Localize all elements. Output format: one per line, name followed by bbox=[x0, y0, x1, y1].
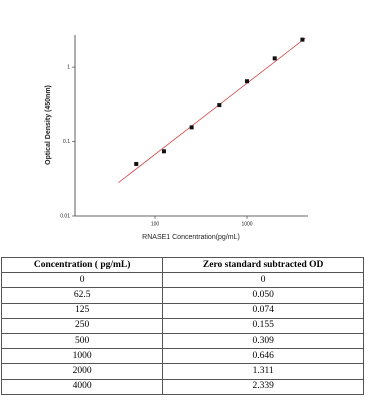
y-tick-label: 1 bbox=[67, 64, 70, 70]
table-cell: 125 bbox=[0, 302, 164, 319]
point bbox=[272, 56, 277, 61]
header-row: Concentration ( pg/mL) Zero standard subt… bbox=[0, 256, 364, 274]
table-cell: 0.155 bbox=[162, 317, 364, 334]
table-cell: 1000 bbox=[0, 348, 164, 365]
header-cell: Zero standard subtracted OD bbox=[162, 256, 364, 274]
x-tick-label: 100 bbox=[151, 221, 160, 227]
point bbox=[189, 125, 194, 130]
table-cell: 0.646 bbox=[162, 348, 364, 365]
point bbox=[161, 149, 166, 154]
y-axis-label: Optical Density (450nm) bbox=[45, 85, 52, 165]
table-cell: 62.5 bbox=[0, 287, 164, 304]
header-cell: Concentration ( pg/mL) bbox=[0, 256, 164, 274]
table-row: 2000 1.311 bbox=[0, 363, 364, 380]
data-table: Concentration ( pg/mL) Zero standard subt… bbox=[0, 256, 364, 395]
table-cell: 250 bbox=[0, 317, 164, 334]
fit-line bbox=[118, 37, 306, 184]
point bbox=[134, 161, 139, 166]
point bbox=[245, 79, 250, 84]
table-row: 500 0.309 bbox=[0, 332, 364, 350]
table-cell: 0.309 bbox=[162, 332, 364, 350]
x-axis-label: RNASE1 Concentration(pg/mL) bbox=[142, 234, 240, 241]
table-cell: 1.311 bbox=[162, 363, 364, 380]
table-cell: 4000 bbox=[0, 378, 164, 395]
chart: Optical Density (450nm) RNASE1 Concentra… bbox=[45, 35, 308, 241]
table-cell: 0.050 bbox=[162, 287, 364, 304]
table-body: 0 0 62.5 0.050 125 0.074 250 0.155 500 0.309 1000 0… bbox=[0, 272, 364, 395]
x-tick-label: 1000 bbox=[241, 221, 252, 227]
point bbox=[217, 103, 222, 108]
point bbox=[300, 37, 305, 42]
table-row: 4000 2.339 bbox=[0, 378, 364, 395]
y-tick-label: 0.01 bbox=[60, 213, 70, 219]
table-row: 250 0.155 bbox=[0, 317, 364, 334]
table-cell: 0 bbox=[0, 272, 164, 289]
table-cell: 500 bbox=[0, 332, 164, 350]
table-row: 1000 0.646 bbox=[0, 348, 364, 365]
table-cell: 2.339 bbox=[162, 378, 364, 395]
y-tick-label: 0.1 bbox=[63, 139, 70, 145]
table-cell: 0.074 bbox=[162, 302, 364, 319]
table-cell: 0 bbox=[162, 272, 364, 289]
table-row: 125 0.074 bbox=[0, 302, 364, 319]
table-cell: 2000 bbox=[0, 363, 164, 380]
table-row: 62.5 0.050 bbox=[0, 287, 364, 304]
